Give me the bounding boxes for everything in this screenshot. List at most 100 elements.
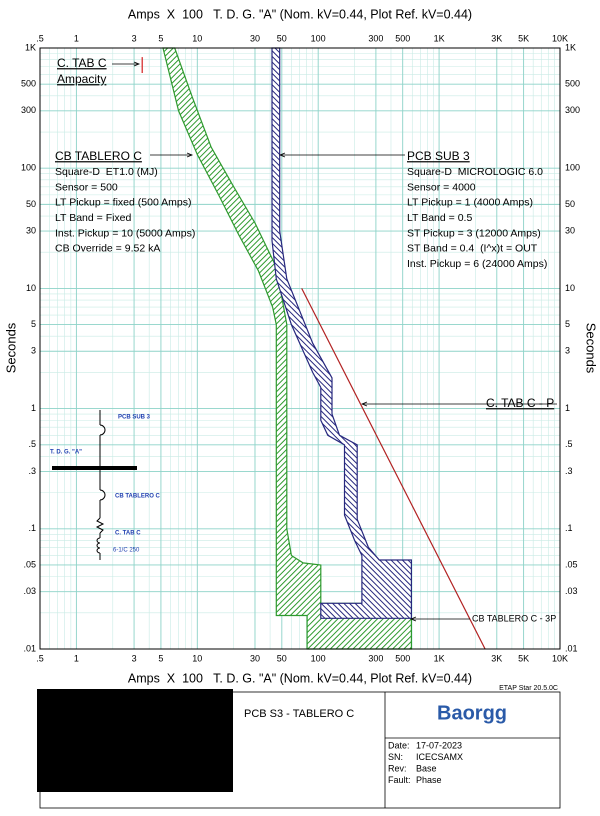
- one-line-label: C. TAB C: [115, 531, 141, 537]
- one-line-diagram: [52, 410, 137, 560]
- y-tick-label: 1K: [565, 42, 576, 52]
- y-tick-label: 300: [21, 105, 36, 115]
- x-tick-label: 500: [395, 653, 410, 663]
- arrows: [112, 61, 557, 622]
- curve-detail: Square-D MICROLOGIC 6.0: [407, 166, 543, 178]
- project-name: PCB S3 - TABLERO C: [244, 708, 354, 720]
- one-line-label: T. D. G. "A": [50, 450, 82, 456]
- y-tick-label: .01: [23, 643, 36, 653]
- y-tick-label: 30: [565, 225, 575, 235]
- curve-detail: ST Band = 0.4 (I^x)t = OUT: [407, 243, 538, 255]
- curve-band: [271, 47, 412, 619]
- y-tick-label: 3: [31, 346, 36, 356]
- x-tick-label: 5: [158, 33, 163, 43]
- curve-line: [301, 288, 486, 650]
- y-tick-label: .1: [28, 523, 36, 533]
- curve-detail: Sensor = 4000: [407, 181, 476, 193]
- x-axis-label: Amps X 100 T. D. G. "A" (Nom. kV=0.44, P…: [128, 671, 472, 685]
- y-axis-label: Seconds: [3, 322, 18, 373]
- y-tick-label: 1: [31, 403, 36, 413]
- x-tick-label: 3: [132, 33, 137, 43]
- y-tick-label: 100: [21, 163, 36, 173]
- y-tick-label: .01: [565, 643, 578, 653]
- curve-label: C. TAB C - P: [486, 396, 554, 410]
- curve-detail: Square-D ET1.0 (MJ): [55, 166, 158, 178]
- y-tick-label: 30: [26, 225, 36, 235]
- y-tick-label: 100: [565, 163, 580, 173]
- x-tick-label: 1K: [434, 33, 445, 43]
- field-value: 17-07-2023: [416, 740, 462, 750]
- curve-detail: CB Override = 9.52 kA: [55, 243, 160, 255]
- curve-detail: Inst. Pickup = 10 (5000 Amps): [55, 227, 195, 239]
- x-tick-label: 500: [395, 33, 410, 43]
- y-tick-label: .03: [565, 586, 578, 596]
- x-tick-label: 3: [132, 653, 137, 663]
- y-tick-label: .03: [23, 586, 36, 596]
- x-tick-label: 100: [311, 33, 326, 43]
- x-tick-label: 1: [74, 33, 79, 43]
- y-tick-label: 500: [565, 79, 580, 89]
- y-tick-label: 10: [26, 283, 36, 293]
- y-tick-label: 3: [565, 346, 570, 356]
- field-value: ICECSAMX: [416, 752, 463, 762]
- field-label: Rev:: [388, 763, 407, 773]
- one-line-label: PCB SUB 3: [118, 415, 151, 421]
- x-tick-label: 10K: [552, 653, 568, 663]
- x-tick-label: 1: [74, 653, 79, 663]
- curve-detail: Sensor = 500: [55, 181, 118, 193]
- redacted: [37, 689, 233, 792]
- y-tick-label: .3: [565, 466, 573, 476]
- one-line-label: 6-1/C 250: [113, 548, 140, 554]
- y-tick-label: .05: [565, 559, 578, 569]
- x-tick-label: 1K: [434, 653, 445, 663]
- curve-detail: LT Band = 0.5: [407, 212, 472, 224]
- x-tick-label: 50: [277, 33, 287, 43]
- curve-label: C. TAB C: [57, 56, 107, 70]
- x-tick-label: 50: [277, 653, 287, 663]
- field-label: SN:: [388, 752, 403, 762]
- x-tick-label: 10K: [552, 33, 568, 43]
- x-tick-label: 300: [368, 33, 383, 43]
- y-tick-label: 1K: [25, 42, 36, 52]
- annotation: CB TABLERO C - 3P: [472, 613, 556, 623]
- x-tick-label: 3K: [491, 653, 502, 663]
- x-tick-label: 30: [250, 653, 260, 663]
- curve-label: CB TABLERO C: [55, 149, 142, 163]
- x-tick-label: 30: [250, 33, 260, 43]
- curve-detail: Inst. Pickup = 6 (24000 Amps): [407, 258, 547, 270]
- y-tick-label: .05: [23, 559, 36, 569]
- x-tick-label: 5K: [518, 653, 529, 663]
- x-tick-label: 10: [192, 33, 202, 43]
- plot-frame: [39, 47, 561, 650]
- curve-detail: Ampacity: [57, 72, 106, 86]
- software-version: ETAP Star 20.5.0C: [499, 685, 558, 692]
- x-tick-label: .5: [36, 33, 44, 43]
- y-tick-label: .5: [28, 439, 36, 449]
- y-tick-label: .5: [565, 439, 573, 449]
- y-tick-label: .3: [28, 466, 36, 476]
- x-tick-label: 5K: [518, 33, 529, 43]
- chart-title: Amps X 100 T. D. G. "A" (Nom. kV=0.44, P…: [128, 7, 472, 21]
- y-tick-label: 300: [565, 105, 580, 115]
- field-value: Base: [416, 763, 437, 773]
- x-tick-label: 10: [192, 653, 202, 663]
- one-line-label: CB TABLERO C: [115, 494, 161, 500]
- x-tick-label: 300: [368, 653, 383, 663]
- curve-detail: LT Band = Fixed: [55, 212, 132, 224]
- curve-detail: LT Pickup = 1 (4000 Amps): [407, 197, 533, 209]
- y-tick-label: 500: [21, 79, 36, 89]
- curve-detail: LT Pickup = fixed (500 Amps): [55, 197, 191, 209]
- x-tick-label: .5: [36, 653, 44, 663]
- field-label: Date:: [388, 740, 410, 750]
- y-tick-label: 5: [31, 319, 36, 329]
- x-tick-label: 100: [311, 653, 326, 663]
- y-tick-label: 50: [26, 199, 36, 209]
- field-label: Fault:: [388, 775, 411, 785]
- y-tick-label: 10: [565, 283, 575, 293]
- x-tick-label: 3K: [491, 33, 502, 43]
- logo: Baorgg: [437, 702, 507, 724]
- y-tick-label: 1: [565, 403, 570, 413]
- field-value: Phase: [416, 775, 442, 785]
- y-tick-label: 5: [565, 319, 570, 329]
